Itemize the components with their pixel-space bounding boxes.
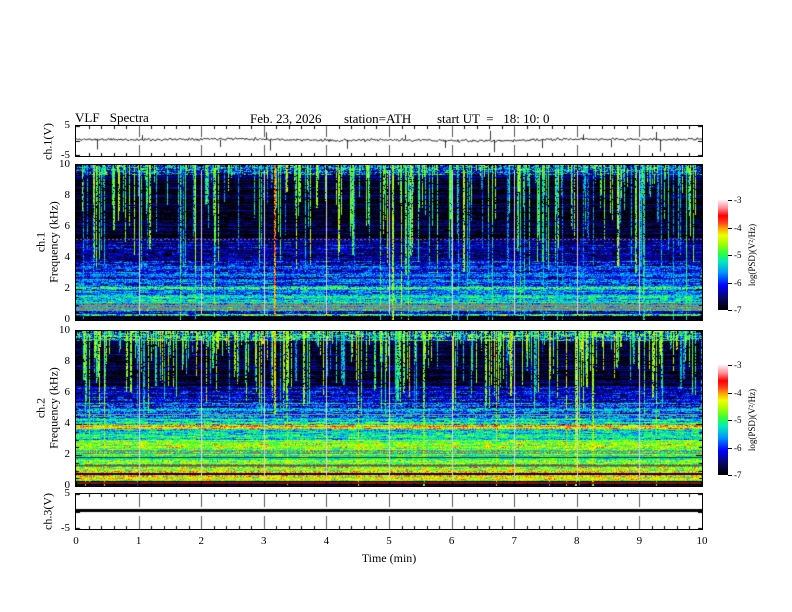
x-tick-label: 3: [261, 535, 267, 547]
x-tick-label: 4: [323, 535, 330, 547]
colorbar-ch2-label: log(PSD)(V²/Hz): [747, 388, 757, 452]
y-tick-label: 4: [64, 417, 71, 429]
y-tick-label: 2: [64, 282, 71, 294]
colorbar-tick-mark: [728, 447, 732, 449]
colorbar-ch1-canvas: [718, 200, 728, 310]
y-tick-label: 8: [64, 355, 71, 367]
colorbar-ch2: [718, 365, 728, 480]
page-title: VLF Spectra: [75, 110, 149, 125]
ch1-spectrogram-ylabel-line2: Frequency (kHz): [46, 201, 61, 283]
colorbar-tick-mark: [728, 420, 732, 421]
colorbar-tick-mark: [728, 227, 732, 229]
header-station: station=ATH: [344, 111, 412, 126]
colorbar-ch1: [718, 200, 728, 315]
colorbar-tick-label: -4: [734, 387, 742, 398]
y-tick-label: -5: [60, 522, 70, 534]
colorbar-tick-label: -4: [734, 222, 742, 233]
colorbar-tick-label: -7: [734, 305, 742, 315]
y-tick-label: 10: [59, 324, 70, 336]
ch2-spectrogram-panel: [75, 330, 703, 487]
header-start-ut: start UT = 18: 10: 0: [437, 111, 550, 126]
y-tick-label: -5: [60, 149, 70, 161]
colorbar-tick-label: -5: [734, 415, 742, 425]
x-tick-label: 7: [511, 535, 517, 547]
y-tick-label: 5: [64, 487, 71, 499]
y-tick-label: 8: [64, 189, 71, 201]
colorbar-tick-label: -3: [734, 195, 742, 205]
colorbar-tick-label: -6: [734, 442, 742, 453]
ch1-waveform-canvas: [76, 126, 702, 156]
y-tick-label: 4: [64, 251, 71, 263]
colorbar-tick-label: -3: [734, 360, 742, 370]
x-tick-label: 5: [386, 535, 392, 547]
ch1-spectrogram-panel: [75, 164, 703, 321]
y-tick-label: 0: [64, 479, 71, 491]
y-tick-label: 2: [64, 448, 71, 460]
ch1-spectrogram-canvas: [76, 165, 702, 320]
x-axis-label: Time (min): [361, 551, 417, 565]
ch2-spectrogram-canvas: [76, 331, 702, 486]
y-tick-label: 6: [64, 386, 71, 398]
y-tick-label: 6: [64, 220, 71, 232]
colorbar-tick-label: -6: [734, 277, 742, 288]
colorbar-tick-mark: [728, 200, 732, 201]
y-tick-label: 5: [64, 119, 71, 131]
colorbar-ch2-canvas: [718, 365, 728, 475]
colorbar-tick-label: -7: [734, 470, 742, 480]
colorbar-tick-label: -5: [734, 250, 742, 260]
x-tick-label: 1: [135, 535, 142, 547]
colorbar-ch1-label: log(PSD)(V²/Hz): [747, 223, 757, 287]
colorbar-tick-mark: [728, 282, 732, 284]
colorbar-tick-mark: [728, 255, 732, 256]
x-tick-label: 10: [696, 535, 708, 547]
ch1-spectrogram-ylabel: ch.1 Frequency (kHz): [34, 165, 61, 320]
colorbar-tick-mark: [728, 392, 732, 394]
x-tick-label: 2: [198, 535, 204, 547]
y-tick-label: 0: [64, 313, 71, 325]
ch3-waveform-canvas: [76, 494, 702, 529]
header-date: Feb. 23, 2026: [250, 111, 322, 126]
colorbar-tick-mark: [728, 365, 732, 366]
colorbar-tick-mark: [728, 475, 732, 476]
ch3-waveform-panel: [75, 493, 703, 530]
x-tick-label: 9: [636, 535, 643, 547]
x-tick-label: 0: [73, 535, 79, 547]
ch1-waveform-panel: [75, 125, 703, 157]
y-tick-label: 10: [59, 158, 70, 170]
x-tick-label: 8: [574, 535, 580, 547]
colorbar-tick-mark: [728, 310, 732, 311]
x-tick-label: 6: [448, 535, 455, 547]
